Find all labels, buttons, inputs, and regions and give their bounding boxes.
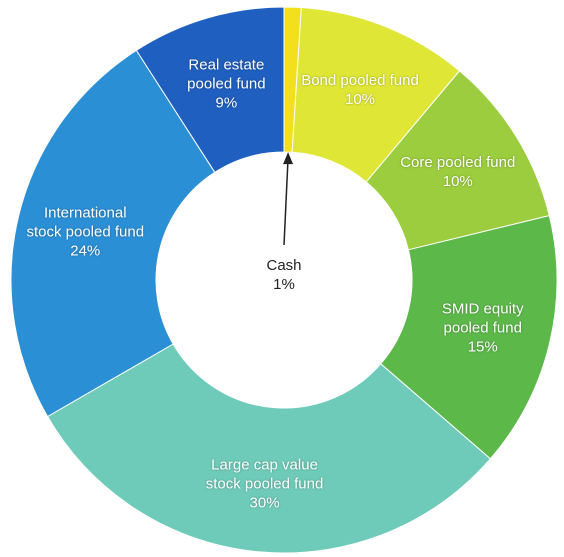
segment-label: Bond pooled fund 10%	[300, 71, 420, 109]
value-label: 30%	[249, 494, 280, 512]
arrow-head	[283, 152, 294, 165]
segment-label: Cash 1%	[224, 256, 344, 294]
value-label: 9%	[215, 94, 238, 112]
segment-label: International stock pooled fund 24%	[25, 203, 145, 260]
category-label: Bond pooled fund	[301, 72, 419, 90]
value-label: 10%	[344, 91, 376, 109]
segment-label: Real estate pooled fund 9%	[166, 55, 286, 112]
donut-segment	[46, 343, 492, 554]
donut-segment	[380, 215, 558, 460]
category-label: Real estate pooled fund	[187, 56, 266, 93]
segment-label: SMID equity pooled fund 15%	[423, 300, 543, 357]
category-label: Cash	[266, 257, 302, 274]
value-label: 10%	[442, 173, 473, 191]
segment-label: Core pooled fund 10%	[398, 153, 518, 191]
value-label: 15%	[467, 338, 498, 356]
category-label: International stock pooled fund	[26, 204, 145, 241]
category-label: Large cap value stock pooled fund	[205, 456, 324, 493]
category-label: SMID equity pooled fund	[441, 300, 524, 337]
pointer-arrow	[283, 158, 289, 246]
donut-segment	[135, 6, 285, 174]
category-label: Core pooled fund	[400, 154, 516, 172]
donut-segment	[10, 49, 216, 418]
value-label: 1%	[273, 276, 295, 293]
segment-label: Large cap value stock pooled fund 30%	[205, 455, 325, 512]
value-label: 24%	[70, 242, 101, 260]
